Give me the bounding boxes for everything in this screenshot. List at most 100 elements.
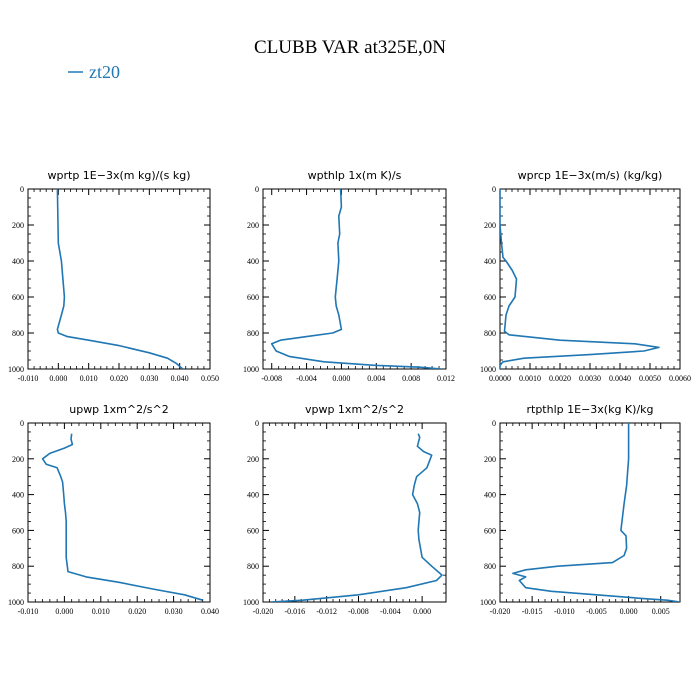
chart-panel-5: vpwp 1xm^2/s^2 -0.020 -0.016 -0.012 -0.008 -0… [243,403,447,616]
x-tick-label: 0.000 [49,374,67,383]
y-tick-label: 400 [484,257,496,266]
y-tick-label: 400 [12,491,24,500]
panel-title: rtpthlp 1E−3x(kg K)/kg [526,403,653,416]
series-line-zt20 [41,433,203,601]
x-tick-label: -0.010 [18,374,39,383]
panels-group: wprtp 1E−3x(m kg)/(s kg) -0.010 0.000 0.010… [8,169,691,616]
series-line-zt20 [270,433,443,602]
x-tick-label: -0.004 [296,374,317,383]
x-tick-label: 0.0050 [639,374,661,383]
y-tick-label: 400 [12,257,24,266]
x-tick-label: -0.016 [284,607,305,616]
y-tick-label: 200 [247,221,259,230]
x-tick-label: 0.0020 [549,374,571,383]
y-tick-label: 0 [20,185,24,194]
x-tick-label: 0.010 [92,607,110,616]
x-tick-label: 0.0060 [669,374,691,383]
y-tick-label: 1000 [243,598,259,607]
x-tick-label: 0.0040 [609,374,631,383]
x-tick-label: 0.040 [171,374,189,383]
y-tick-label: 0 [492,185,496,194]
x-tick-label: 0.020 [128,607,146,616]
panel-title: wpthlp 1x(m K)/s [308,169,402,182]
y-tick-label: 200 [12,455,24,464]
x-tick-label: 0.005 [652,607,670,616]
x-tick-label: 0.004 [367,374,385,383]
y-tick-label: 400 [247,257,259,266]
panel-title: vpwp 1xm^2/s^2 [305,403,404,416]
y-tick-label: 800 [484,562,496,571]
x-tick-label: 0.040 [201,607,219,616]
plot-frame [262,422,447,603]
x-tick-label: -0.005 [586,607,607,616]
y-tick-label: 0 [492,419,496,428]
x-tick-label: 0.020 [110,374,128,383]
y-tick-label: 400 [484,491,496,500]
chart-panel-6: rtpthlp 1E−3x(kg K)/kg -0.020 -0.015 -0.010… [480,403,681,616]
panel-title: wprcp 1E−3x(m/s) (kg/kg) [518,169,663,182]
series-line-zt20 [500,189,660,369]
y-tick-label: 0 [255,419,259,428]
series-line-zt20 [512,423,680,602]
x-tick-label: -0.020 [490,607,511,616]
x-tick-label: 0.012 [437,374,455,383]
chart-panel-2: wpthlp 1x(m K)/s -0.008 -0.004 0.000 0.004 0.… [243,169,455,383]
x-tick-label: -0.008 [261,374,282,383]
x-tick-label: 0.0010 [519,374,541,383]
x-tick-label: -0.004 [380,607,401,616]
y-tick-label: 800 [12,562,24,571]
y-tick-label: 0 [20,419,24,428]
x-tick-label: 0.000 [620,607,638,616]
x-tick-label: -0.010 [18,607,39,616]
y-tick-label: 800 [484,329,496,338]
series-line-zt20 [270,189,442,369]
chart-panel-3: wprcp 1E−3x(m/s) (kg/kg) 0.0000 0.0010 0.00… [480,169,691,383]
plot-frame [499,422,681,603]
y-tick-label: 1000 [8,365,24,374]
chart-panel-4: upwp 1xm^2/s^2 -0.010 0.000 0.010 0.020 0.030… [8,403,219,616]
x-tick-label: 0.010 [80,374,98,383]
y-tick-label: 200 [484,221,496,230]
plot-frame [27,422,211,603]
y-tick-label: 600 [484,526,496,535]
x-tick-label: -0.020 [253,607,274,616]
y-tick-label: 200 [12,221,24,230]
y-tick-label: 800 [247,562,259,571]
x-tick-label: 0.000 [413,607,431,616]
y-tick-label: 1000 [8,598,24,607]
y-tick-label: 1000 [243,365,259,374]
y-tick-label: 800 [12,329,24,338]
y-tick-label: 1000 [480,365,496,374]
plot-frame [27,188,211,370]
x-tick-label: 0.050 [201,374,219,383]
panel-title: upwp 1xm^2/s^2 [69,403,169,416]
y-tick-label: 600 [12,526,24,535]
figure-legend: zt20 [68,62,120,82]
chart-panel-1: wprtp 1E−3x(m kg)/(s kg) -0.010 0.000 0.010… [8,169,219,383]
x-tick-label: -0.010 [554,607,575,616]
y-tick-label: 200 [484,455,496,464]
panel-title: wprtp 1E−3x(m kg)/(s kg) [48,169,191,182]
page-title: CLUBB VAR at325E,0N [254,37,446,58]
x-tick-label: 0.000 [332,374,350,383]
x-tick-label: -0.008 [348,607,369,616]
x-tick-label: 0.008 [402,374,420,383]
x-tick-label: 0.030 [165,607,183,616]
y-tick-label: 0 [255,185,259,194]
y-tick-label: 800 [247,329,259,338]
plot-frame [262,188,447,370]
x-tick-label: 0.0000 [489,374,511,383]
y-tick-label: 1000 [480,598,496,607]
series-line-zt20 [56,189,184,369]
y-tick-label: 600 [247,293,259,302]
x-tick-label: 0.000 [55,607,73,616]
x-tick-label: -0.012 [316,607,337,616]
y-tick-label: 600 [247,526,259,535]
y-tick-label: 600 [12,293,24,302]
y-tick-label: 600 [484,293,496,302]
y-tick-label: 200 [247,455,259,464]
y-tick-label: 400 [247,491,259,500]
x-tick-label: 0.030 [140,374,158,383]
x-tick-label: -0.015 [522,607,543,616]
